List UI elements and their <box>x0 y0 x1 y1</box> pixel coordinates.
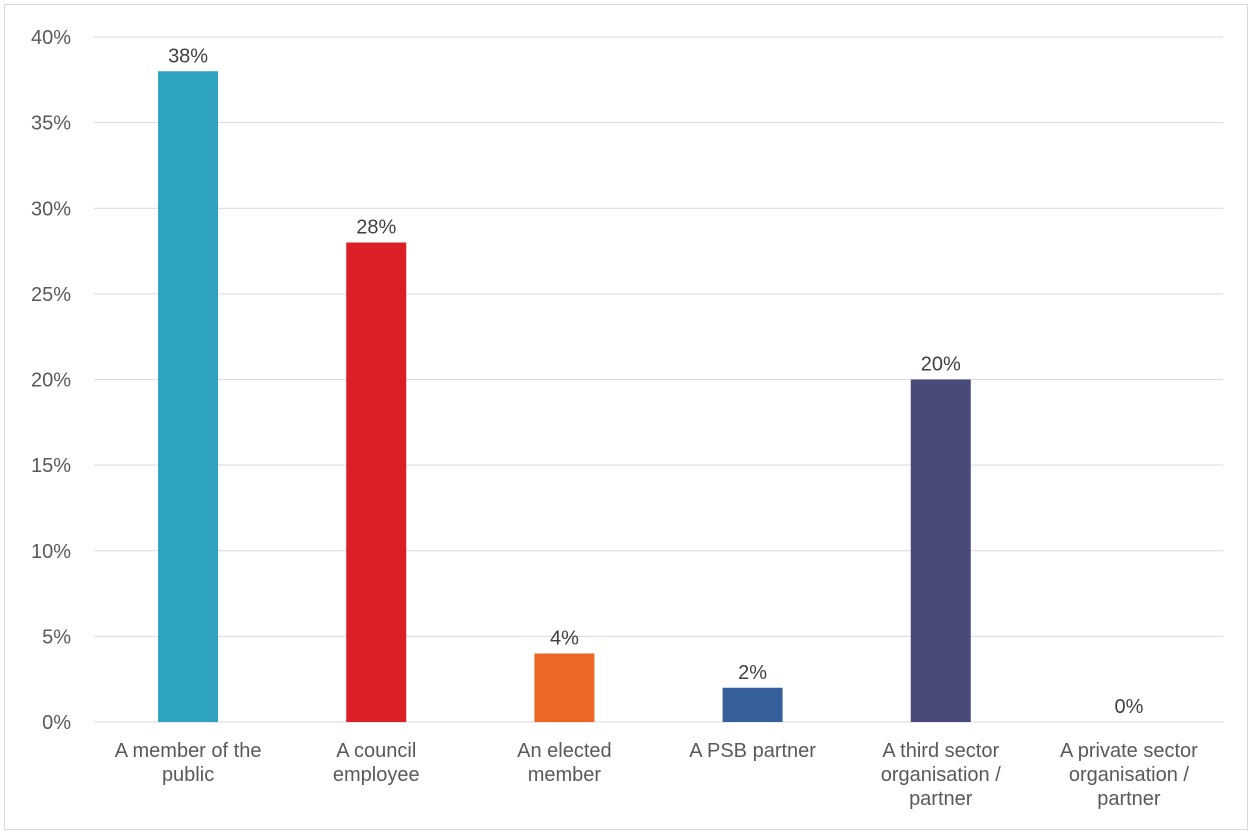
category-label-6: A private sector organisation / partner <box>1060 740 1198 810</box>
chart-frame: 0% 5% 10% 15% 20% 25% 30% 35% 40% 38% 28% 4% 2% 20% 0… <box>4 4 1248 830</box>
category-label-5: A third sector organisation / partner <box>881 740 1002 810</box>
data-label-6: 0% <box>1114 696 1143 718</box>
category-label-line: organisation / <box>1069 764 1190 786</box>
category-label-line: partner <box>1097 788 1161 810</box>
category-label-line: public <box>162 764 214 786</box>
category-label-line: employee <box>333 764 420 786</box>
y-tick-label: 5% <box>42 626 71 648</box>
y-tick-label: 10% <box>31 541 71 563</box>
category-label-3: An elected member <box>517 740 612 786</box>
category-label-2: A council employee <box>333 740 420 786</box>
gridlines <box>94 36 1223 723</box>
bar-3 <box>534 653 595 722</box>
category-label-line: A private sector <box>1060 740 1198 762</box>
y-axis-tick-labels: 0% 5% 10% 15% 20% 25% 30% 35% 40% <box>31 27 71 734</box>
data-label-5: 20% <box>921 354 961 376</box>
category-label-4: A PSB partner <box>689 740 816 762</box>
category-label-line: An elected <box>517 740 612 762</box>
category-label-1: A member of the public <box>115 740 262 786</box>
category-label-line: organisation / <box>881 764 1002 786</box>
y-tick-label: 20% <box>31 370 71 392</box>
bar-5 <box>910 379 971 722</box>
data-label-4: 2% <box>738 662 767 684</box>
bar-chart: 0%5%10%15%20%25%30%35%40% 38%28%4%2%20%0… <box>31 27 1223 810</box>
y-tick-label: 0% <box>42 712 71 734</box>
y-tick-label: 40% <box>31 27 71 49</box>
category-label-line: A member of the <box>115 740 262 762</box>
y-tick-label: 25% <box>31 284 71 306</box>
bars <box>158 71 971 722</box>
data-label-1: 38% <box>168 45 208 67</box>
y-tick-label: 35% <box>31 113 71 135</box>
bar-1 <box>158 71 219 722</box>
category-label-line: partner <box>909 788 973 810</box>
y-tick-label: 15% <box>31 455 71 477</box>
category-label-line: A PSB partner <box>689 740 816 762</box>
bar-2 <box>346 242 407 722</box>
category-label-line: member <box>528 764 602 786</box>
data-label-2: 28% <box>356 217 396 239</box>
data-labels: 38% 28% 4% 2% 20% 0% <box>168 45 1144 718</box>
x-axis-category-labels: A member of the public A council employee An… <box>115 740 1198 810</box>
bar-4 <box>722 687 783 722</box>
y-tick-label: 30% <box>31 198 71 220</box>
category-label-line: A council <box>336 740 416 762</box>
data-label-3: 4% <box>550 628 579 650</box>
category-label-line: A third sector <box>882 740 999 762</box>
